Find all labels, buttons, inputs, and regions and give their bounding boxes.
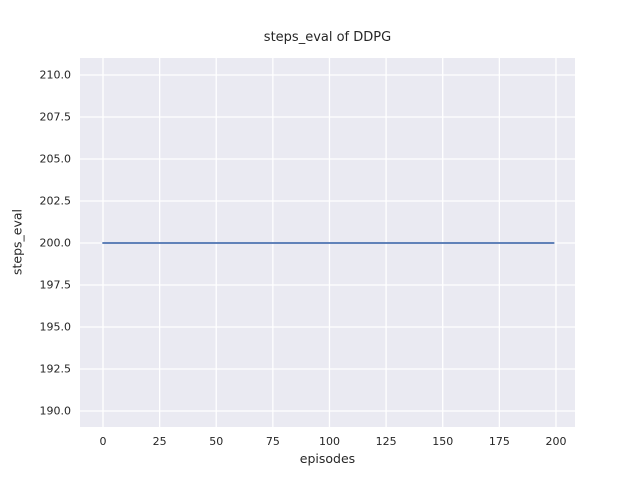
y-tick-label: 207.5	[39, 110, 72, 124]
x-tick-label: 100	[318, 435, 340, 448]
x-axis-label: episodes	[299, 451, 356, 466]
plot-canvas	[80, 58, 575, 427]
x-tick-label: 75	[265, 435, 280, 448]
x-tick-label: 0	[99, 435, 107, 448]
x-tick-label: 175	[488, 435, 510, 448]
y-tick-label: 197.5	[39, 278, 72, 292]
y-tick-label: 195.0	[39, 320, 72, 334]
x-tick-label: 25	[152, 435, 167, 448]
chart-title: steps_eval of DDPG	[263, 30, 392, 45]
y-tick-label: 210.0	[39, 68, 72, 82]
y-tick-label: 190.0	[39, 404, 72, 418]
y-tick-label: 192.5	[39, 362, 72, 376]
y-tick-label: 205.0	[39, 152, 72, 166]
y-tick-label: 200.0	[39, 236, 72, 250]
x-tick-label: 50	[209, 435, 224, 448]
x-tick-label: 200	[545, 435, 567, 448]
x-tick-label: 150	[432, 435, 454, 448]
x-tick-label: 125	[375, 435, 397, 448]
plot-area	[80, 58, 575, 427]
y-tick-label: 202.5	[39, 194, 72, 208]
